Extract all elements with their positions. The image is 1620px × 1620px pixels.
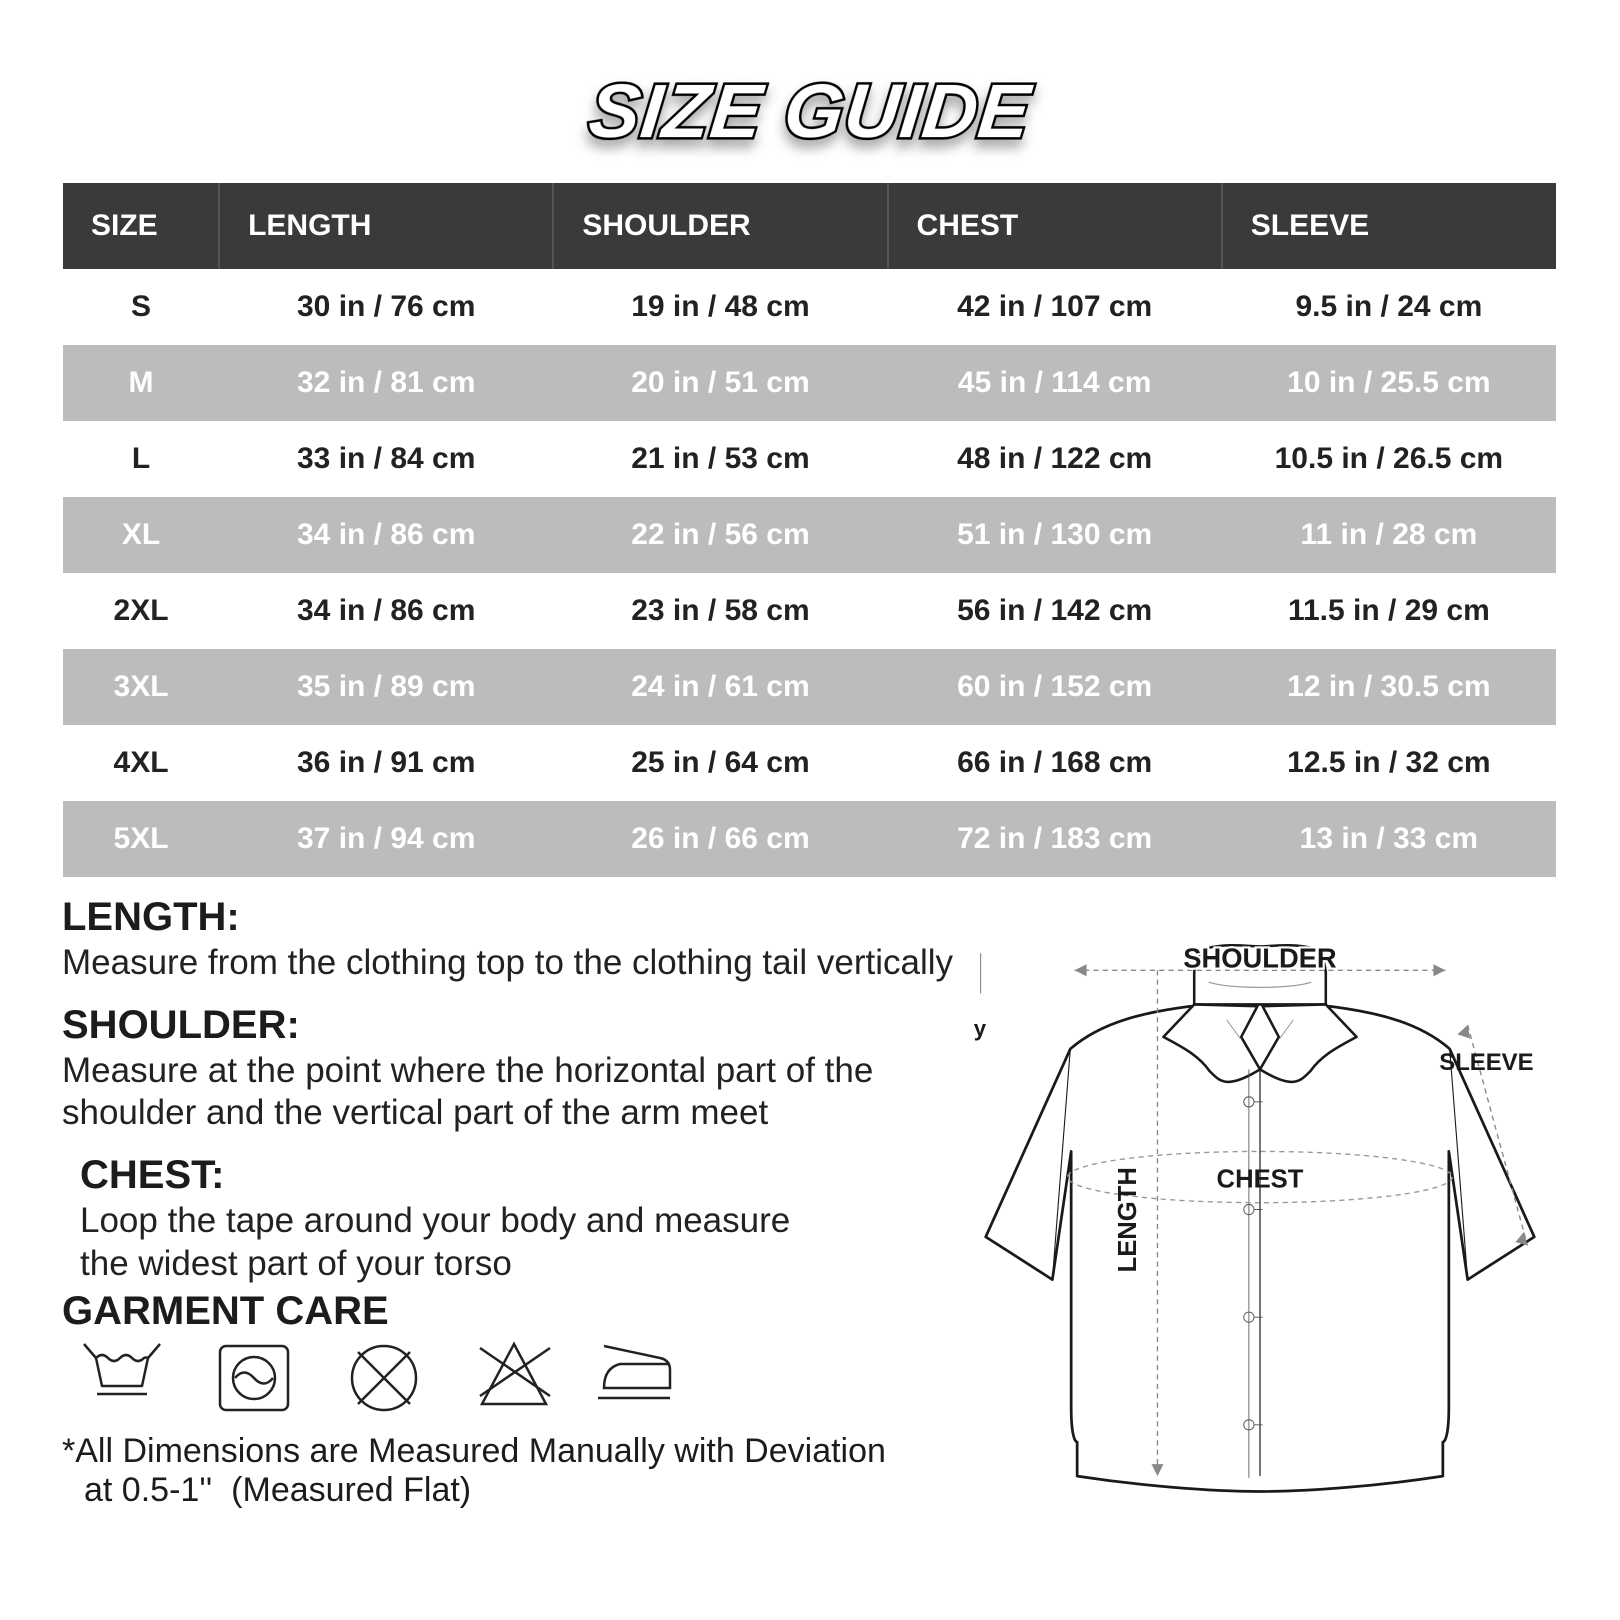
svg-text:SLEEVE: SLEEVE [1439, 1049, 1533, 1076]
svg-text:y: y [974, 1016, 987, 1041]
svg-text:LENGTH: LENGTH [1114, 1167, 1142, 1272]
svg-text:CHEST: CHEST [1217, 1165, 1304, 1193]
svg-text:SHOULDER: SHOULDER [1183, 943, 1337, 974]
